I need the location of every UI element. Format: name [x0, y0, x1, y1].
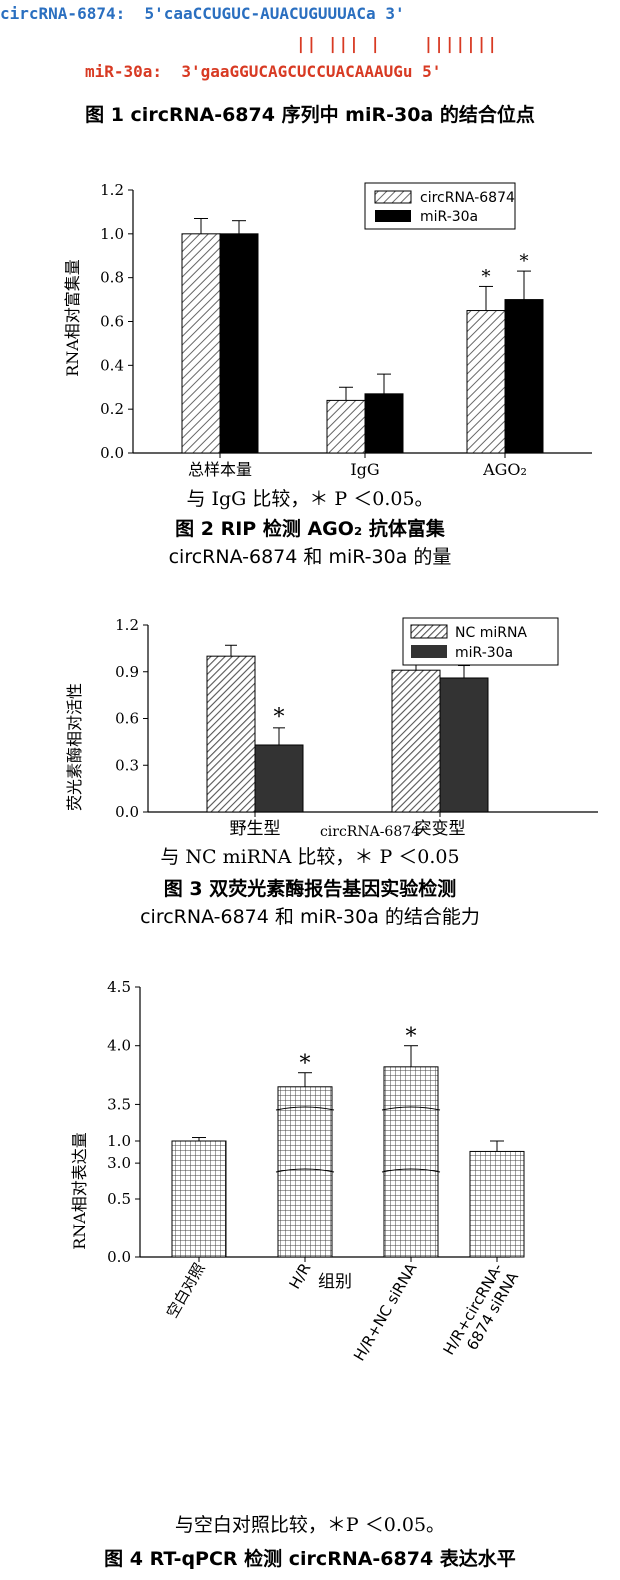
y-tick-label: 4.0 — [107, 1037, 131, 1055]
figure2-note: 与 IgG 比较，＊ P ＜0.05。 — [186, 488, 434, 510]
bar — [383, 1066, 439, 1258]
y-tick-label: 3.0 — [107, 1154, 131, 1172]
break-line — [275, 1168, 335, 1173]
y-tick-label: 1.0 — [107, 1132, 131, 1150]
legend-label-mir30a-3: miR-30a — [455, 645, 513, 661]
y-tick-label: 1.0 — [100, 225, 124, 243]
figure3-xlabels: 野生型 突变型 — [230, 819, 466, 839]
significance-mark: * — [406, 1025, 417, 1050]
bar-mir30a — [439, 677, 489, 813]
y-tick-label: 4.5 — [107, 978, 131, 996]
legend-swatch-circrna — [374, 190, 412, 204]
bar-circrna — [181, 233, 221, 454]
bar-mir30a — [219, 233, 259, 454]
circrna-sequence: circRNA-6874: 5'caaCCUGUC-AUACUGUUUACa 3… — [0, 4, 405, 23]
figure3-xlabel: circRNA-6874 — [320, 824, 420, 840]
x-tick-label: 野生型 — [230, 819, 281, 839]
x-tick-label-line: H/R — [285, 1260, 314, 1292]
figure2-caption-line2: circRNA-6874 和 miR-30a 的量 — [168, 546, 452, 568]
x-tick-label-line: H/R+NC siRNA — [350, 1259, 421, 1364]
break-line — [275, 1106, 335, 1111]
legend-swatch-mir30a — [375, 210, 411, 222]
bar-circrna — [326, 399, 366, 454]
figure2-xlabels: 总样本量 IgG AGO₂ — [188, 460, 527, 479]
figure3-bars: * — [206, 644, 489, 813]
figure2-legend: circRNA-6874 miR-30a — [364, 182, 516, 230]
y-tick-label: 0.5 — [107, 1190, 131, 1208]
legend-label-mir30a: miR-30a — [420, 209, 478, 225]
significance-mark: * — [482, 266, 491, 287]
break-line — [381, 1168, 441, 1173]
figure2-chart: RNA相对富集量 0.00.20.40.60.81.01.2 ** 总样本量 Ig… — [63, 181, 592, 479]
y-tick-label: 0.0 — [107, 1248, 131, 1266]
x-tick-label: AGO₂ — [482, 460, 527, 479]
figure1-caption: 图 1 circRNA-6874 序列中 miR-30a 的结合位点 — [85, 104, 535, 126]
significance-mark: * — [520, 251, 529, 272]
bar-circrna — [466, 310, 506, 454]
x-tick-label: H/R+NC siRNA — [350, 1259, 421, 1364]
y-tick-label: 0.6 — [115, 710, 139, 728]
y-tick-label: 0.2 — [100, 400, 124, 418]
x-tick-label: IgG — [350, 460, 379, 479]
legend-label-circrna: circRNA-6874 — [420, 190, 515, 206]
significance-mark: * — [300, 1052, 311, 1077]
x-tick-label: 总样本量 — [188, 460, 252, 479]
figure4-bars: ** — [171, 1025, 525, 1258]
figure4-ylabel: RNA相对表达量 — [70, 1132, 89, 1250]
figure2-ylabel: RNA相对富集量 — [63, 259, 82, 377]
legend-swatch-nc — [410, 624, 448, 639]
figure2-caption-line1: 图 2 RIP 检测 AGO₂ 抗体富集 — [175, 518, 445, 540]
figure4-caption: 图 4 RT-qPCR 检测 circRNA-6874 表达水平 — [104, 1548, 516, 1570]
y-tick-label: 0.4 — [100, 356, 124, 374]
x-tick-label: 空白对照 — [163, 1260, 209, 1321]
bar-mir30a — [504, 299, 544, 454]
legend-label-nc: NC miRNA — [455, 625, 527, 641]
bar — [469, 1150, 525, 1258]
y-tick-label: 0.3 — [115, 756, 139, 774]
figure3-caption-line1: 图 3 双荧光素酶报告基因实验检测 — [163, 878, 457, 900]
y-tick-label: 1.2 — [115, 616, 139, 634]
bar-mir30a — [364, 393, 404, 454]
figure3-chart: 荧光素酶相对活性 0.0 0.3 0.6 0.9 1.2 * 野生型 突变型 circRN… — [65, 616, 598, 840]
figure4-xlabel: 组别 — [318, 1272, 352, 1292]
figure3-note: 与 NC miRNA 比较，＊ P ＜0.05 — [160, 846, 460, 868]
y-tick-label: 3.5 — [107, 1095, 131, 1113]
x-tick-label: H/R+circRNA-6874 siRNA — [439, 1260, 522, 1358]
figure3-ylabel: 荧光素酶相对活性 — [65, 683, 84, 811]
figure4-chart: RNA相对表达量 0.00.51.03.03.54.04.5 ** 空白对照 H/… — [70, 978, 525, 1364]
bar — [277, 1086, 333, 1258]
figure3-legend: NC miRNA miR-30a — [402, 617, 559, 666]
figure3-caption-line2: circRNA-6874 和 miR-30a 的结合能力 — [140, 906, 480, 928]
x-tick-label: H/R — [285, 1260, 314, 1292]
legend-swatch-mir30a — [411, 645, 447, 658]
bar — [171, 1140, 227, 1258]
figure2-bars: ** — [181, 217, 544, 454]
bar-nc-mirna — [391, 669, 441, 813]
y-tick-label: 0.8 — [100, 269, 124, 287]
bar-nc-mirna — [206, 655, 256, 813]
mirna-sequence: miR-30a: 3'gaaGGUCAGCUCCUACAAAUGu 5' — [85, 62, 442, 81]
x-tick-label-line: 空白对照 — [163, 1260, 209, 1321]
x-tick-label: 突变型 — [415, 819, 466, 839]
y-tick-label: 0.0 — [115, 803, 139, 821]
base-pair-marks: || ||| | ||||||| — [296, 34, 499, 53]
y-tick-label: 0.0 — [100, 444, 124, 462]
y-tick-label: 1.2 — [100, 181, 124, 199]
y-tick-label: 0.9 — [115, 663, 139, 681]
break-line — [381, 1106, 441, 1111]
bar-mir30a — [254, 744, 304, 813]
figure4-note: 与空白对照比较，＊P ＜0.05。 — [174, 1514, 446, 1536]
y-tick-label: 0.6 — [100, 313, 124, 331]
significance-mark: * — [274, 705, 285, 730]
